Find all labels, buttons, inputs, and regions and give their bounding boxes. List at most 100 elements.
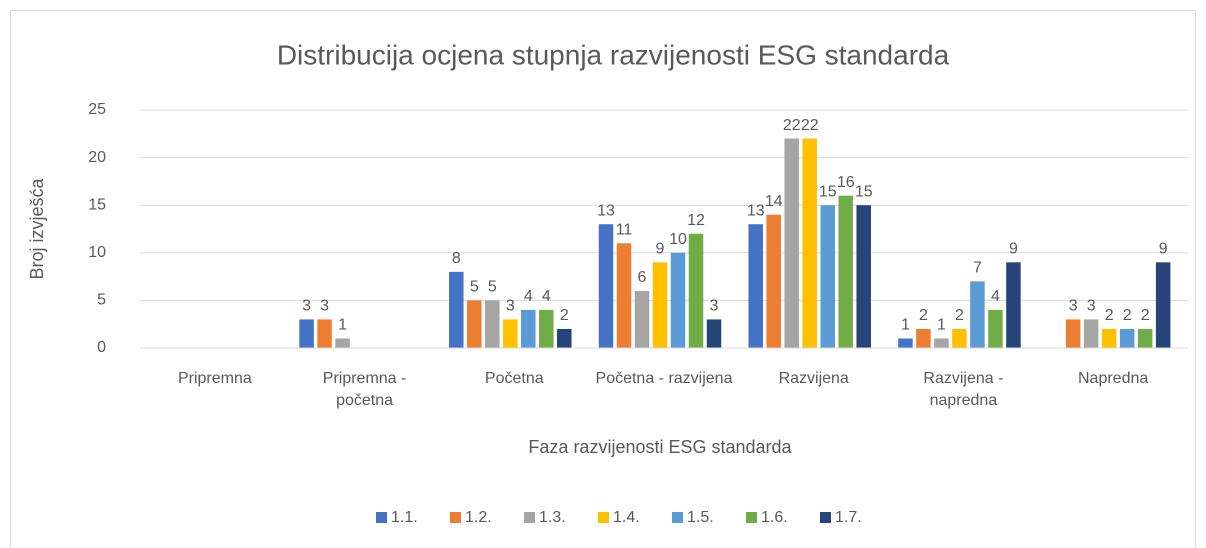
data-label: 13 [597, 202, 615, 219]
bar [802, 138, 817, 348]
legend-label: 1.4. [613, 509, 640, 526]
y-tick-label: 20 [88, 149, 106, 166]
bar [598, 224, 614, 348]
data-label: 5 [488, 279, 497, 296]
legend-swatch [672, 512, 683, 523]
bar [820, 205, 835, 348]
bar [1101, 328, 1117, 348]
bar [898, 338, 913, 348]
data-label: 9 [1009, 241, 1018, 258]
bar [934, 338, 949, 348]
legend-swatch [376, 512, 387, 523]
bar [670, 252, 686, 348]
legend-label: 1.6. [761, 509, 788, 526]
data-label: 16 [837, 174, 855, 191]
data-label: 22 [801, 117, 819, 134]
data-label: 8 [452, 250, 461, 267]
data-label: 2 [1105, 307, 1114, 324]
bar [449, 271, 464, 348]
x-tick-label: Početna - razvijena [595, 370, 733, 387]
bar [1083, 319, 1099, 348]
data-label: 2 [1123, 307, 1132, 324]
bar [1006, 262, 1021, 348]
bar [784, 138, 799, 348]
bar [539, 309, 554, 348]
data-label: 7 [973, 260, 982, 277]
bar [652, 262, 668, 348]
legend-label: 1.7. [835, 509, 862, 526]
x-tick-label: Pripremna - početna [322, 370, 407, 409]
data-label: 2 [560, 307, 569, 324]
y-tick-label: 5 [97, 292, 106, 309]
bar [838, 195, 853, 348]
bar [988, 309, 1003, 348]
data-label: 22 [783, 117, 801, 134]
bar [317, 319, 332, 348]
bar [1155, 262, 1171, 348]
data-label: 2 [919, 307, 928, 324]
data-label: 3 [302, 298, 311, 315]
bar [521, 309, 536, 348]
data-label: 3 [1087, 298, 1096, 315]
bar [335, 338, 350, 348]
data-label: 15 [855, 183, 873, 200]
data-label: 10 [669, 231, 687, 248]
data-label: 9 [656, 241, 665, 258]
bar [916, 328, 931, 348]
bar [856, 205, 871, 348]
data-label: 13 [747, 202, 765, 219]
legend-swatch [746, 512, 757, 523]
bar [748, 224, 763, 348]
x-tick-label: Početna [484, 370, 544, 387]
data-label: 1 [937, 317, 946, 334]
data-label: 1 [338, 317, 347, 334]
bar [467, 300, 482, 348]
bar [688, 233, 704, 348]
legend-swatch [598, 512, 609, 523]
legend-swatch [450, 512, 461, 523]
x-tick-label: Razvijena [778, 370, 849, 387]
data-label: 4 [524, 288, 533, 305]
bar [634, 290, 650, 348]
legend-swatch [820, 512, 831, 523]
data-label: 4 [542, 288, 551, 305]
data-label: 15 [819, 183, 837, 200]
bar [503, 319, 518, 348]
y-tick-label: 15 [88, 196, 106, 213]
x-tick-label: Pripremna [177, 370, 252, 387]
bar [1119, 328, 1135, 348]
data-label: 11 [616, 221, 633, 238]
data-label: 6 [638, 269, 647, 286]
legend-label: 1.3. [539, 509, 566, 526]
y-tick-label: 10 [88, 244, 106, 261]
legend-label: 1.5. [687, 509, 714, 526]
data-label: 3 [1069, 298, 1078, 315]
bar [299, 319, 314, 348]
x-tick-label: Razvijena - napredna [923, 370, 1004, 409]
data-label: 1 [901, 317, 910, 334]
bar [616, 243, 632, 348]
x-tick-label: Napredna [1078, 370, 1149, 387]
x-axis-title: Faza razvijenosti ESG standarda [528, 437, 792, 457]
bar [1137, 328, 1153, 348]
chart-title: Distribucija ocjena stupnja razvijenosti… [277, 39, 950, 70]
bar [1065, 319, 1081, 348]
data-label: 2 [1141, 307, 1150, 324]
bar [557, 328, 572, 348]
bar [706, 319, 722, 348]
data-label: 3 [506, 298, 515, 315]
bar [485, 300, 500, 348]
data-label: 9 [1159, 241, 1168, 258]
legend-label: 1.2. [465, 509, 492, 526]
data-label: 3 [710, 298, 719, 315]
bar [952, 328, 967, 348]
data-label: 5 [470, 279, 479, 296]
y-tick-label: 0 [97, 339, 106, 356]
bar [970, 281, 985, 348]
legend-label: 1.1. [391, 509, 418, 526]
bar [766, 214, 781, 348]
y-axis-title: Broj izvješća [27, 177, 47, 279]
data-label: 2 [955, 307, 964, 324]
